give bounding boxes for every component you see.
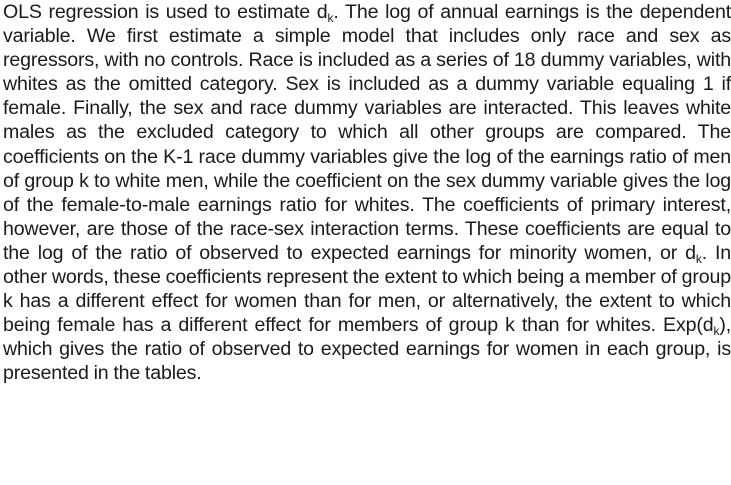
subscript-k: k <box>713 324 720 339</box>
paragraph-text-3: . In other words, these coefficients rep… <box>3 241 731 337</box>
paragraph-text-4: ), which gives the ratio of observed to … <box>3 314 731 385</box>
subscript-k: k <box>695 251 702 266</box>
body-paragraph: OLS regression is used to estimate dk. T… <box>3 0 731 386</box>
subscript-k: k <box>327 11 334 25</box>
paragraph-text-1: OLS regression is used to estimate d <box>3 1 328 23</box>
paragraph-text-2: . The log of annual earnings is the depe… <box>3 1 731 264</box>
